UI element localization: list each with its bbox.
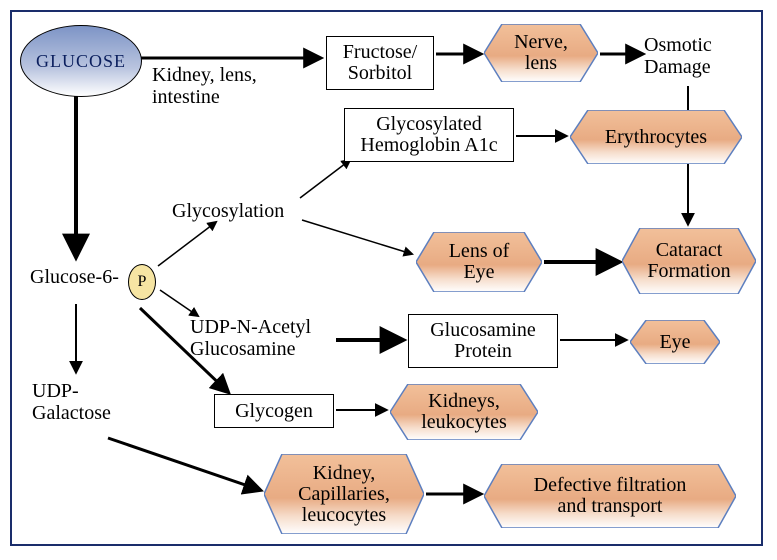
udp_nacetyl-label: UDP-N-Acetyl Glucosamine [190, 316, 311, 360]
glyco_hba1c-box: Glycosylated Hemoglobin A1c [344, 108, 514, 162]
phosphate-label: P [138, 273, 147, 291]
defective-label: Defective filtration and transport [484, 464, 736, 528]
erythrocytes-label: Erythrocytes [570, 110, 742, 164]
g6p-label: Glucose-6- [30, 266, 119, 288]
osmotic-label: Osmotic Damage [644, 34, 712, 78]
lens_eye-label: Lens of Eye [416, 232, 542, 292]
glycosylation-label: Glycosylation [172, 200, 284, 222]
glucose-label: GLUCOSE [36, 51, 126, 72]
eye-label: Eye [630, 320, 720, 364]
defective-hex: Defective filtration and transport [484, 464, 736, 528]
glucose-node: GLUCOSE [20, 25, 142, 97]
fructose-label: Fructose/ Sorbitol [343, 42, 417, 84]
kidneys_leuk-label: Kidneys, leukocytes [390, 384, 538, 440]
glucosamine_pr-box: Glucosamine Protein [408, 314, 558, 368]
nerve-hex: Nerve, lens [484, 24, 598, 82]
eye-hex: Eye [630, 320, 720, 364]
udp_gal-label: UDP- Galactose [32, 380, 111, 424]
kidneys_leuk-hex: Kidneys, leukocytes [390, 384, 538, 440]
kidney_cap-label: Kidney, Capillaries, leucocytes [264, 454, 424, 534]
glucosamine_pr-label: Glucosamine Protein [430, 320, 536, 362]
cataract-hex: Cataract Formation [622, 228, 756, 294]
glycogen-label: Glycogen [235, 401, 313, 422]
glycogen-box: Glycogen [214, 394, 334, 428]
glyco_hba1c-label: Glycosylated Hemoglobin A1c [360, 114, 497, 156]
fructose-box: Fructose/ Sorbitol [326, 36, 434, 90]
erythrocytes-hex: Erythrocytes [570, 110, 742, 164]
lens_eye-hex: Lens of Eye [416, 232, 542, 292]
nerve-label: Nerve, lens [484, 24, 598, 82]
phosphate-oval: P [128, 264, 156, 300]
cataract-label: Cataract Formation [622, 228, 756, 294]
kidney_cap-hex: Kidney, Capillaries, leucocytes [264, 454, 424, 534]
kidney_lens_il-label: Kidney, lens, intestine [152, 64, 257, 108]
